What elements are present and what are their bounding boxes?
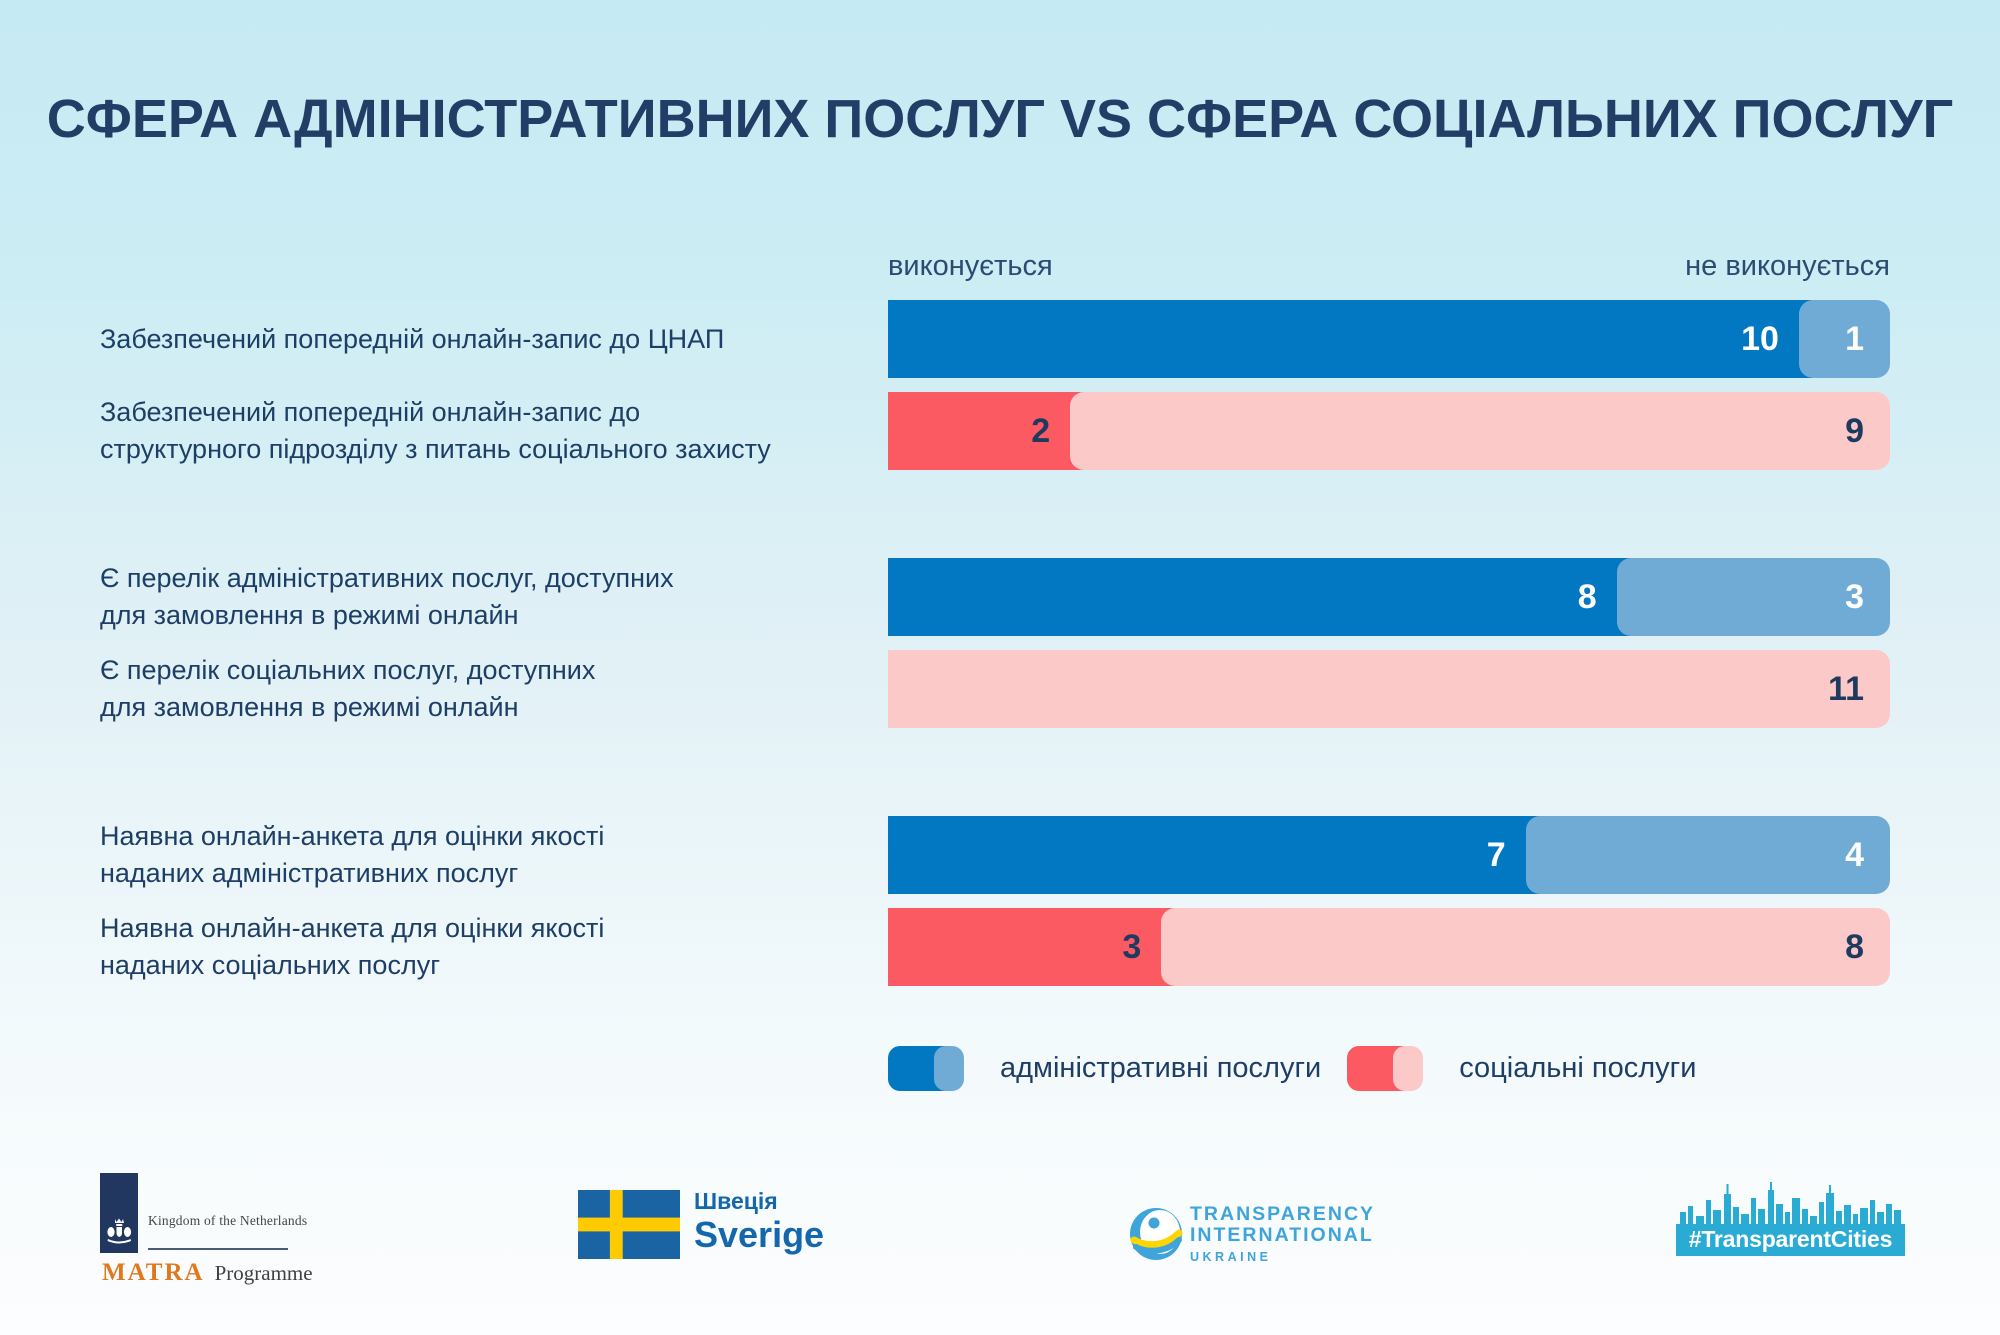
bar-segment-done: 10 xyxy=(888,300,1813,378)
stacked-bar: 3 8 xyxy=(888,908,1890,986)
value-label-done: 3 xyxy=(1122,928,1142,966)
bar-row: Наявна онлайн-анкета для оцінки якості н… xyxy=(0,816,2000,894)
row-label: Забезпечений попередній онлайн-запис до … xyxy=(100,397,771,464)
value-label-done: 10 xyxy=(1741,320,1779,358)
bar-segment-not-done: 3 xyxy=(1616,558,1890,636)
row-label: Є перелік соціальних послуг, доступних д… xyxy=(100,655,596,722)
legend-item-admin: адміністративні послуги xyxy=(888,1046,1321,1091)
tc-hashtag: #TransparentCities xyxy=(1688,1226,1893,1252)
row-label: Є перелік адміністративних послуг, досту… xyxy=(100,563,674,630)
bar-chart: Забезпечений попередній онлайн-запис до … xyxy=(0,300,2000,1074)
netherlands-name: Kingdom of the Netherlands xyxy=(148,1213,308,1228)
bar-segment-not-done: 9 xyxy=(1070,392,1890,470)
legend-label-admin: адміністративні послуги xyxy=(1000,1052,1322,1084)
sweden-name-uk: Швеція xyxy=(694,1188,778,1214)
netherlands-coat-of-arms-icon xyxy=(107,1218,132,1244)
ti-wordmark-line3: UKRAINE xyxy=(1190,1250,1272,1264)
matra-programme: MATRA Programme xyxy=(102,1259,313,1287)
ti-globe-icon xyxy=(1130,1208,1183,1260)
value-label-not-done: 3 xyxy=(1845,578,1864,616)
value-label-done: 7 xyxy=(1486,836,1506,874)
legend-item-social: соціальні послуги xyxy=(1347,1046,1696,1091)
value-label-done: 8 xyxy=(1577,578,1597,616)
bar-segment-done: 7 xyxy=(888,816,1540,894)
value-label-not-done: 1 xyxy=(1845,320,1864,358)
matra-wordmark: MATRA xyxy=(102,1259,205,1286)
value-label-not-done: 11 xyxy=(1828,670,1864,708)
page-title: СФЕРА АДМІНІСТРАТИВНИХ ПОСЛУГ VS СФЕРА С… xyxy=(46,89,1954,149)
stacked-bar: 10 1 xyxy=(888,300,1890,378)
stacked-bar: 8 3 xyxy=(888,558,1890,636)
value-label-not-done: 9 xyxy=(1845,412,1864,450)
row-label: Наявна онлайн-анкета для оцінки якості н… xyxy=(100,821,605,888)
bar-segment-done: 8 xyxy=(888,558,1631,636)
row-label: Забезпечений попередній онлайн-запис до … xyxy=(100,323,725,354)
legend-label-social: соціальні послуги xyxy=(1459,1052,1697,1084)
stacked-bar: 0 11 xyxy=(888,650,1890,728)
programme-label: Programme xyxy=(214,1261,313,1285)
value-label-not-done: 8 xyxy=(1845,928,1864,966)
transparent-cities-logo: #TransparentCities xyxy=(1676,1182,1905,1256)
ti-wordmark-line1: TRANSPARENCY xyxy=(1190,1203,1376,1225)
bar-segment-not-done: 1 xyxy=(1798,300,1890,378)
legend-swatch-not-done-icon xyxy=(934,1046,964,1091)
legend-swatch-not-done-icon xyxy=(1393,1046,1424,1091)
netherlands-matra-logo: Kingdom of the Netherlands MATRA Program… xyxy=(100,1173,400,1295)
bar-row: Наявна онлайн-анкета для оцінки якості н… xyxy=(0,908,2000,986)
bar-row: Є перелік соціальних послуг, доступних д… xyxy=(0,650,2000,728)
bar-segment-not-done: 4 xyxy=(1525,816,1890,894)
row-label: Наявна онлайн-анкета для оцінки якості н… xyxy=(100,913,605,980)
legend-swatch-admin-icon xyxy=(888,1046,964,1091)
value-label-done: 2 xyxy=(1031,412,1051,450)
column-header-not-done: не виконується xyxy=(1685,250,1890,282)
sweden-wordmark: Sverige xyxy=(694,1214,825,1255)
legend-swatch-social-icon xyxy=(1347,1046,1424,1091)
netherlands-banner xyxy=(100,1173,138,1253)
bar-segment-done: 3 xyxy=(888,908,1176,986)
bar-segment-not-done: 8 xyxy=(1161,908,1890,986)
ti-wordmark: TRANSPARENCY INTERNATIONAL UKRAINE xyxy=(1190,1204,1375,1266)
legend: адміністративні послуги соціальні послуг… xyxy=(888,1046,1696,1091)
ti-wordmark-line2: INTERNATIONAL xyxy=(1190,1224,1374,1246)
netherlands-divider xyxy=(148,1248,288,1250)
bar-row: Забезпечений попередній онлайн-запис до … xyxy=(0,392,2000,470)
value-label-not-done: 4 xyxy=(1845,836,1864,874)
bar-group-service-list: Є перелік адміністративних послуг, досту… xyxy=(0,558,2000,728)
bar-segment-done: 2 xyxy=(888,392,1085,470)
bar-row: Забезпечений попередній онлайн-запис до … xyxy=(0,300,2000,378)
bar-group-quality-survey: Наявна онлайн-анкета для оцінки якості н… xyxy=(0,816,2000,986)
column-headers: виконується не виконується xyxy=(888,250,1890,283)
sweden-logo: Швеція Sverige xyxy=(578,1188,898,1268)
bar-segment-not-done: 11 xyxy=(888,650,1890,728)
bar-row: Є перелік адміністративних послуг, досту… xyxy=(0,558,2000,636)
transparency-international-logo: TRANSPARENCY INTERNATIONAL UKRAINE xyxy=(1128,1204,1448,1274)
bar-group-online-booking: Забезпечений попередній онлайн-запис до … xyxy=(0,300,2000,470)
tc-skyline-icon xyxy=(1676,1182,1905,1256)
column-header-done: виконується xyxy=(888,250,1053,282)
sweden-flag-icon xyxy=(578,1190,680,1259)
stacked-bar: 2 9 xyxy=(888,392,1890,470)
stacked-bar: 7 4 xyxy=(888,816,1890,894)
